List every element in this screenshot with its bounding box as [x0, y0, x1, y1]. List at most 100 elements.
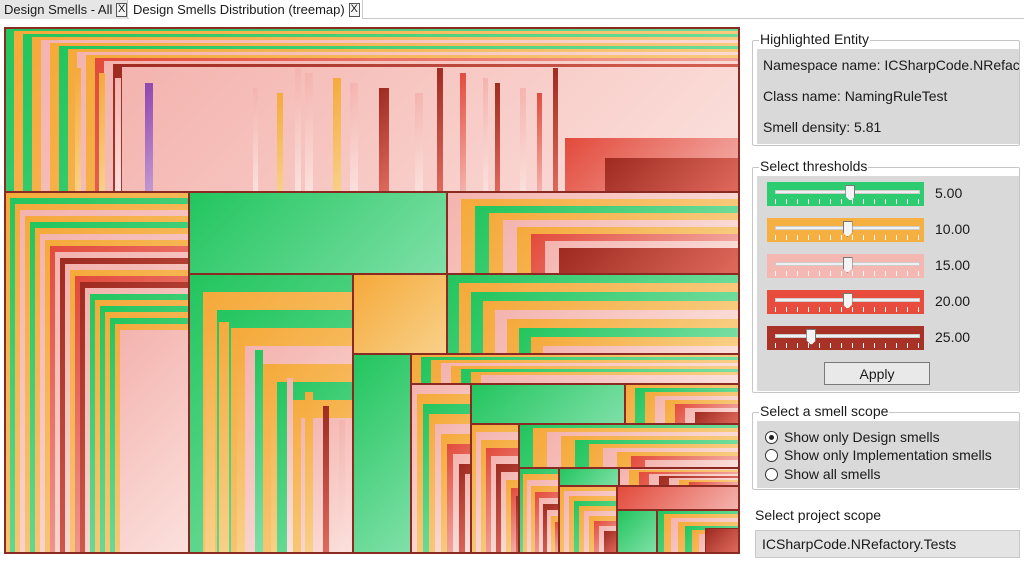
- treemap-cell[interactable]: [99, 73, 105, 192]
- treemap-block[interactable]: [411, 384, 471, 553]
- treemap-cell[interactable]: [287, 378, 293, 553]
- highlighted-entity-panel: Namespace name: ICSharpCode.NRefac Class…: [757, 49, 1019, 144]
- threshold-slider[interactable]: [767, 290, 924, 314]
- treemap-cell[interactable]: [483, 78, 488, 192]
- treemap-block[interactable]: [189, 274, 353, 553]
- treemap-cell[interactable]: [605, 158, 739, 192]
- smell-scope-panel: Show only Design smells Show only Implem…: [757, 421, 1019, 488]
- threshold-slider[interactable]: [767, 326, 924, 350]
- treemap-cell[interactable]: [219, 322, 229, 553]
- treemap-cell[interactable]: [415, 93, 423, 192]
- treemap-cell[interactable]: [437, 68, 443, 192]
- scope-option-label: Show all smells: [784, 466, 881, 482]
- treemap-cell[interactable]: [689, 482, 739, 486]
- treemap-cell[interactable]: [645, 460, 739, 468]
- slider-thumb[interactable]: [842, 257, 853, 273]
- project-scope-label: Select project scope: [755, 507, 882, 523]
- threshold-slider[interactable]: [767, 254, 924, 278]
- treemap-cell[interactable]: [237, 336, 245, 553]
- treemap-cell[interactable]: [495, 83, 500, 192]
- treemap-cell[interactable]: [271, 364, 277, 553]
- slider-ticks: [775, 307, 920, 312]
- treemap-block[interactable]: [619, 468, 739, 486]
- treemap-cell[interactable]: [205, 308, 215, 553]
- treemap-cell[interactable]: [543, 346, 739, 354]
- treemap-cell[interactable]: [559, 248, 739, 274]
- treemap-cell[interactable]: [145, 83, 153, 192]
- radio-checked-icon[interactable]: [765, 430, 778, 444]
- treemap-cell[interactable]: [481, 375, 739, 384]
- tab-bar: Design Smells - All X Design Smells Dist…: [0, 0, 1024, 19]
- treemap-cell[interactable]: [604, 531, 617, 553]
- treemap-cell[interactable]: [305, 392, 313, 553]
- treemap-cell[interactable]: [120, 330, 189, 553]
- threshold-slider[interactable]: [767, 218, 924, 242]
- smell-treemap[interactable]: [4, 27, 740, 554]
- treemap-cell[interactable]: [516, 496, 519, 553]
- project-scope-select[interactable]: ICSharpCode.NRefactory.Tests: [755, 530, 1020, 558]
- treemap-cell[interactable]: [350, 83, 358, 192]
- thresholds-group: Select thresholds Apply 5.00 10.00 15.00 20…: [752, 158, 1020, 393]
- treemap-cell[interactable]: [75, 68, 81, 192]
- tab-design-smells-distribution[interactable]: Design Smells Distribution (treemap) X: [129, 0, 363, 19]
- radio-unchecked-icon[interactable]: [765, 467, 778, 481]
- treemap-block[interactable]: [519, 468, 559, 553]
- treemap-block[interactable]: [5, 192, 189, 553]
- scope-option-implementation[interactable]: Show only Implementation smells: [765, 447, 992, 463]
- treemap-block[interactable]: [411, 354, 739, 384]
- treemap-block[interactable]: [447, 274, 739, 354]
- treemap-block[interactable]: [519, 424, 739, 468]
- treemap-block[interactable]: [471, 424, 519, 553]
- tab-design-smells-all[interactable]: Design Smells - All X: [0, 0, 128, 19]
- treemap-cell[interactable]: [537, 93, 542, 192]
- apply-button[interactable]: Apply: [824, 362, 930, 385]
- treemap-block[interactable]: [353, 354, 411, 553]
- treemap-cell[interactable]: [333, 78, 341, 192]
- threshold-value: 20.00: [935, 293, 971, 309]
- slider-thumb[interactable]: [842, 293, 853, 309]
- scope-option-label: Show only Implementation smells: [784, 447, 992, 463]
- treemap-cell[interactable]: [695, 412, 739, 424]
- treemap-cell[interactable]: [255, 350, 263, 553]
- close-icon[interactable]: X: [116, 2, 127, 17]
- treemap-block[interactable]: [189, 192, 447, 274]
- treemap-cell[interactable]: [555, 522, 559, 553]
- treemap-cell[interactable]: [460, 73, 466, 192]
- slider-thumb[interactable]: [845, 185, 856, 201]
- treemap-cell[interactable]: [305, 73, 313, 192]
- treemap-cell[interactable]: [553, 68, 558, 192]
- highlighted-entity-group: Highlighted Entity Namespace name: ICSha…: [752, 31, 1020, 146]
- treemap-cell[interactable]: [520, 88, 526, 192]
- treemap-block[interactable]: [5, 28, 739, 192]
- treemap-block[interactable]: [559, 486, 617, 553]
- slider-thumb[interactable]: [842, 221, 853, 237]
- treemap-cell[interactable]: [339, 420, 345, 553]
- slider-ticks: [775, 343, 920, 348]
- scope-option-design[interactable]: Show only Design smells: [765, 429, 940, 445]
- treemap-cell[interactable]: [465, 474, 471, 553]
- treemap-block[interactable]: [617, 510, 657, 553]
- close-icon[interactable]: X: [348, 2, 360, 17]
- treemap-block[interactable]: [559, 468, 619, 486]
- scope-option-all[interactable]: Show all smells: [765, 466, 880, 482]
- treemap-cell[interactable]: [253, 88, 258, 192]
- treemap-cell[interactable]: [511, 488, 519, 553]
- threshold-slider[interactable]: [767, 182, 924, 206]
- threshold-value: 5.00: [935, 185, 963, 201]
- slider-thumb[interactable]: [806, 329, 817, 345]
- treemap-block[interactable]: [447, 192, 739, 274]
- treemap-cell[interactable]: [277, 93, 283, 192]
- treemap-block[interactable]: [471, 384, 625, 424]
- thresholds-panel: Apply 5.00 10.00 15.00 20.00 25.00: [757, 176, 1019, 391]
- treemap-cell[interactable]: [115, 78, 121, 192]
- tab-label: Design Smells - All: [4, 2, 113, 17]
- radio-unchecked-icon[interactable]: [765, 448, 778, 462]
- treemap-block[interactable]: [705, 528, 739, 553]
- slider-ticks: [775, 235, 920, 240]
- treemap-block[interactable]: [625, 384, 739, 424]
- treemap-cell[interactable]: [295, 68, 301, 192]
- treemap-cell[interactable]: [323, 406, 329, 553]
- treemap-block[interactable]: [617, 486, 739, 510]
- treemap-cell[interactable]: [379, 88, 389, 192]
- treemap-block[interactable]: [353, 274, 447, 354]
